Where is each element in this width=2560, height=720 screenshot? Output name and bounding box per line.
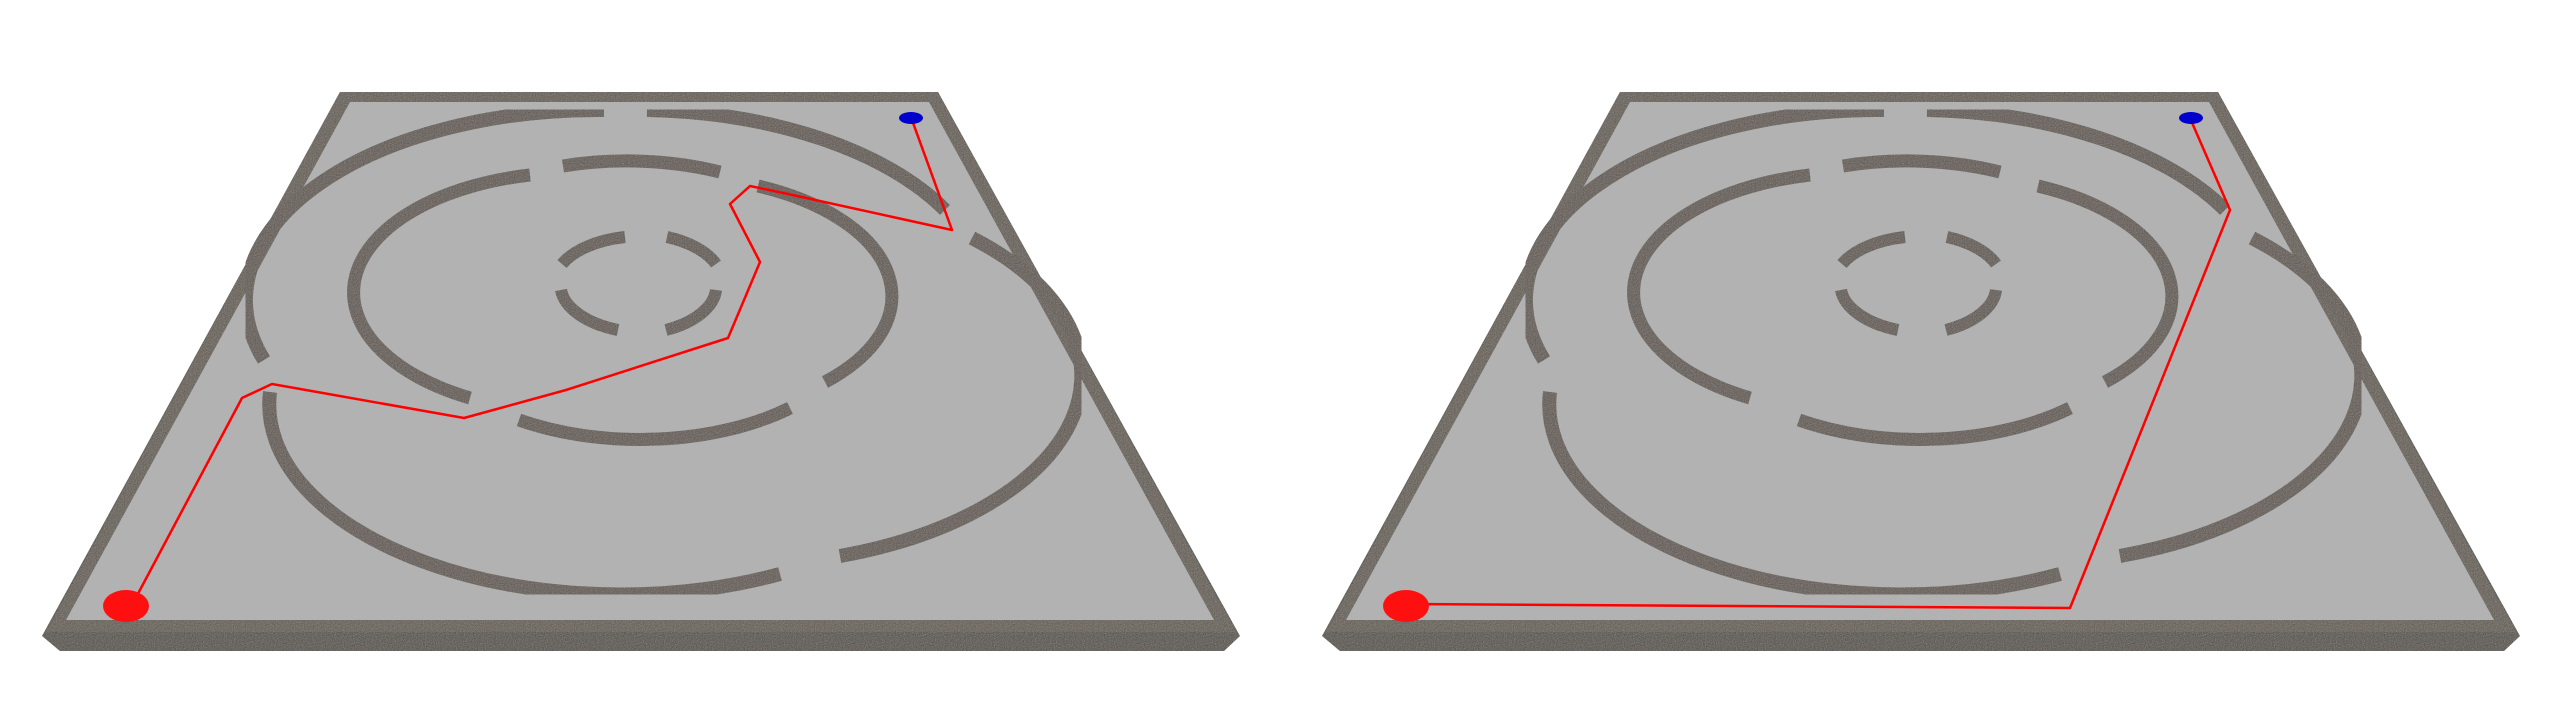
goal-marker-icon <box>899 112 923 124</box>
solution-path <box>130 119 954 606</box>
solution-path <box>1405 117 2232 610</box>
board-floor <box>66 102 1214 620</box>
maze-walls <box>1518 102 2369 602</box>
board-floor <box>1346 102 2494 620</box>
start-marker-icon <box>103 590 149 622</box>
left-maze-panel <box>42 92 1240 651</box>
maze-walls <box>238 102 1089 602</box>
right-maze-panel <box>1322 92 2520 651</box>
start-marker-icon <box>1383 590 1429 622</box>
goal-marker-icon <box>2179 112 2203 124</box>
